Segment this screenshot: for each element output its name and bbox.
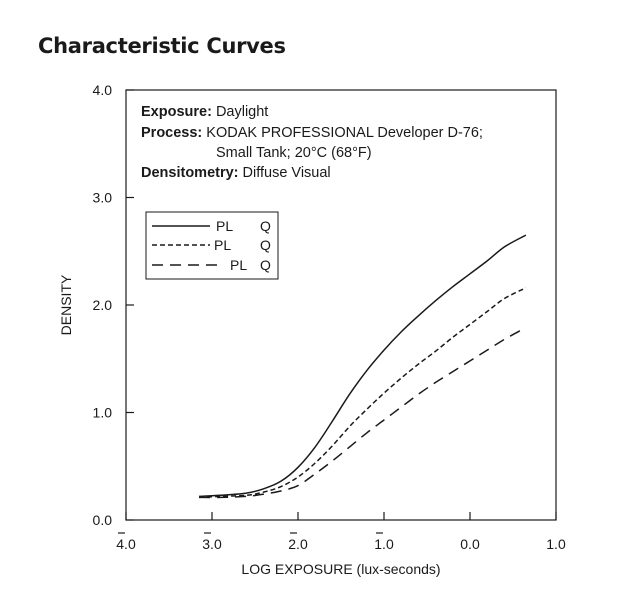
- x-tick-label: 1.0: [374, 536, 394, 552]
- y-axis-title: DENSITY: [58, 274, 74, 335]
- y-tick-label: 3.0: [93, 190, 113, 206]
- curve-longdash: [199, 326, 527, 499]
- process-value: KODAK PROFESSIONAL Developer D-76;: [202, 125, 483, 141]
- curves-layer: [199, 234, 527, 499]
- legend-label-longdash-q: Q: [260, 257, 271, 273]
- y-tick-label: 4.0: [93, 82, 113, 98]
- process-key: Process:: [141, 125, 202, 141]
- exposure-key: Exposure:: [141, 104, 212, 120]
- x-tick-label: 2.0: [288, 536, 308, 552]
- y-tick-label: 1.0: [93, 405, 113, 421]
- x-tick-label: 3.0: [202, 536, 222, 552]
- process-line: Process: KODAK PROFESSIONAL Developer D-…: [141, 125, 483, 141]
- x-tick-label: 0.0: [460, 536, 480, 552]
- curve-dashed: [199, 287, 527, 499]
- exposure-line: Exposure: Daylight: [141, 104, 268, 120]
- process-line-2: Small Tank; 20°C (68°F): [216, 145, 372, 161]
- legend-label-longdash-pl: PL: [230, 257, 247, 273]
- y-tick-label: 0.0: [93, 512, 113, 528]
- legend-box: [145, 211, 279, 280]
- legend-label-solid-pl: PL: [216, 218, 233, 234]
- densitometry-value: Diffuse Visual: [239, 165, 331, 181]
- legend-label-solid-q: Q: [260, 218, 271, 234]
- legend-label-dashed-pl: PL: [214, 237, 231, 253]
- tick-layer: 4.0 3.0 2.0 1.0 0.0 1.0 0.0 1.0 2.0 3.0 4.0: [93, 82, 566, 552]
- densitometry-key: Densitometry:: [141, 165, 239, 181]
- legend-label-dashed-q: Q: [260, 237, 271, 253]
- y-tick-label: 2.0: [93, 297, 113, 313]
- x-tick-label: 1.0: [546, 536, 566, 552]
- page-title: Characteristic Curves: [38, 34, 286, 58]
- curve-solid: [199, 234, 527, 498]
- densitometry-line: Densitometry: Diffuse Visual: [141, 165, 331, 181]
- info-block: Exposure: Daylight Process: KODAK PROFES…: [141, 104, 483, 181]
- x-tick-label: 4.0: [116, 536, 136, 552]
- x-axis-title: LOG EXPOSURE (lux-seconds): [241, 561, 440, 577]
- legend: PL Q PL Q PL Q: [145, 211, 279, 280]
- exposure-value: Daylight: [212, 104, 268, 120]
